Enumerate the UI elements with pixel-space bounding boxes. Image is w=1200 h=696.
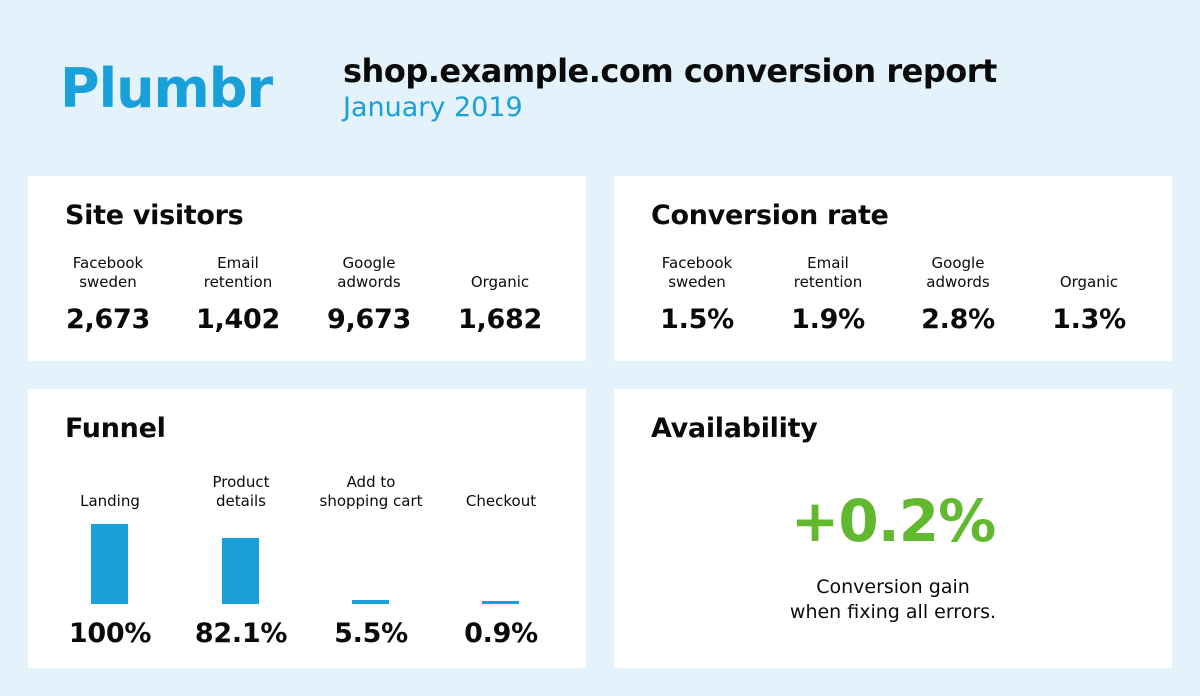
plumbr-logo: Plumbr bbox=[60, 56, 273, 122]
card-title: Conversion rate bbox=[651, 200, 889, 231]
metric-facebook-sweden: Facebook sweden 2,673 bbox=[43, 252, 173, 335]
funnel-label: Add to shopping cart bbox=[319, 473, 423, 510]
funnel-step-landing: Landing 100% bbox=[45, 471, 175, 649]
conversion-gain-value: +0.2% bbox=[790, 487, 996, 555]
metric-value: 1.5% bbox=[660, 304, 734, 335]
report-title: shop.example.com conversion report bbox=[343, 52, 997, 90]
conversion-rate-card: Conversion rate Facebook sweden 1.5% Ema… bbox=[614, 176, 1172, 361]
funnel-bar bbox=[91, 524, 128, 604]
metric-facebook-sweden: Facebook sweden 1.5% bbox=[632, 252, 762, 335]
conversion-gain-caption: Conversion gain when fixing all errors. bbox=[789, 576, 997, 623]
funnel-bar bbox=[222, 538, 259, 604]
funnel-bar bbox=[482, 601, 519, 604]
card-title: Site visitors bbox=[65, 200, 244, 231]
card-title: Availability bbox=[651, 413, 818, 444]
funnel-bar bbox=[352, 599, 389, 604]
metric-value: 2.8% bbox=[921, 304, 995, 335]
metric-value: 1,402 bbox=[196, 304, 280, 335]
metric-label: Google adwords bbox=[337, 254, 401, 291]
metric-organic: Organic 1,682 bbox=[435, 252, 565, 335]
funnel-value: 82.1% bbox=[194, 618, 288, 649]
funnel-value: 100% bbox=[68, 618, 152, 649]
funnel-card: Funnel Landing 100% Product details 82.1… bbox=[28, 389, 586, 668]
funnel-value: 0.9% bbox=[464, 618, 538, 649]
metric-label: Facebook sweden bbox=[661, 254, 733, 291]
availability-card: Availability +0.2% Conversion gain when … bbox=[614, 389, 1172, 668]
funnel-step-checkout: Checkout 0.9% bbox=[436, 471, 566, 649]
funnel-label: Checkout bbox=[465, 492, 537, 510]
report-period: January 2019 bbox=[343, 92, 523, 123]
metric-organic: Organic 1.3% bbox=[1024, 252, 1154, 335]
metric-value: 1,682 bbox=[458, 304, 542, 335]
metric-email-retention: Email retention 1,402 bbox=[173, 252, 303, 335]
card-title: Funnel bbox=[65, 413, 166, 444]
metric-label: Organic bbox=[1059, 273, 1119, 291]
metric-label: Google adwords bbox=[926, 254, 990, 291]
metric-google-adwords: Google adwords 2.8% bbox=[893, 252, 1023, 335]
funnel-value: 5.5% bbox=[334, 618, 408, 649]
funnel-label: Landing bbox=[80, 492, 140, 510]
site-visitors-card: Site visitors Facebook sweden 2,673 Emai… bbox=[28, 176, 586, 361]
metric-google-adwords: Google adwords 9,673 bbox=[304, 252, 434, 335]
funnel-label: Product details bbox=[212, 473, 270, 510]
funnel-step-add-to-cart: Add to shopping cart 5.5% bbox=[306, 471, 436, 649]
funnel-step-product-details: Product details 82.1% bbox=[176, 471, 306, 649]
metric-value: 9,673 bbox=[327, 304, 411, 335]
metric-value: 1.3% bbox=[1052, 304, 1126, 335]
metric-value: 2,673 bbox=[66, 304, 150, 335]
logo-text: Plumbr bbox=[60, 57, 273, 120]
metric-label: Facebook sweden bbox=[72, 254, 144, 291]
metric-email-retention: Email retention 1.9% bbox=[763, 252, 893, 335]
metric-label: Email retention bbox=[203, 254, 273, 291]
metric-label: Email retention bbox=[793, 254, 863, 291]
metric-label: Organic bbox=[470, 273, 530, 291]
metric-value: 1.9% bbox=[791, 304, 865, 335]
